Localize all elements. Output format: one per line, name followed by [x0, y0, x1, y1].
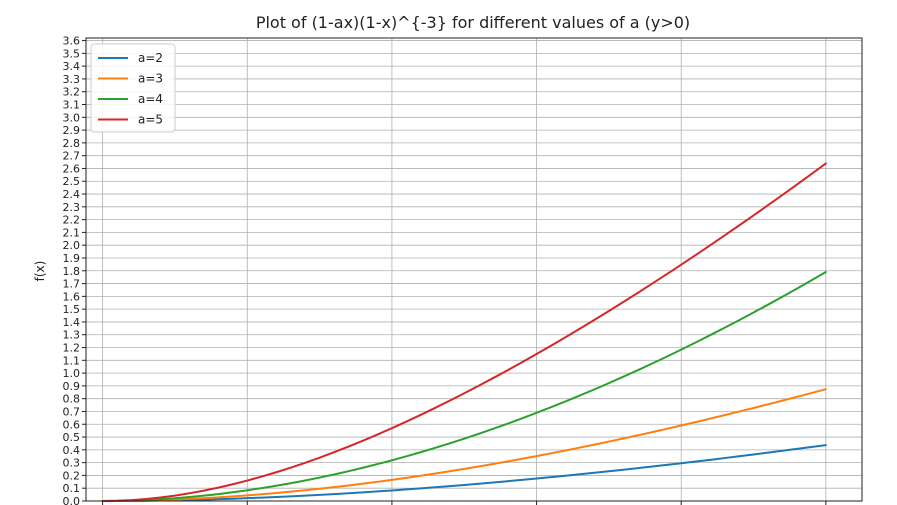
y-tick-label: 0.0 [63, 495, 81, 505]
legend: a=2 a=3 a=4 a=5 [90, 43, 176, 133]
legend-label: a=2 [138, 51, 163, 65]
y-tick-label: 2.9 [63, 124, 81, 137]
y-tick-label: 3.0 [63, 111, 81, 124]
y-tick-label: 1.1 [63, 354, 81, 367]
series-line-a-3 [101, 388, 827, 502]
y-tick-label: 0.6 [63, 418, 81, 431]
y-tick-label: 0.1 [63, 482, 81, 495]
grid-layer [86, 38, 862, 502]
y-tick-label: 0.9 [63, 380, 81, 393]
y-tick-label: 0.5 [63, 431, 81, 444]
y-tick-label: 0.2 [63, 469, 81, 482]
legend-label: a=3 [138, 72, 163, 86]
y-tick-label: 1.9 [63, 252, 81, 265]
series-line-a-5 [101, 162, 827, 502]
plot-area: 0.00.10.20.30.40.50.60.70.80.91.01.11.21… [63, 35, 863, 505]
legend-items: a=2 a=3 a=4 a=5 [98, 51, 163, 127]
y-tick-label: 3.4 [63, 60, 81, 73]
series-line-a-4 [101, 270, 827, 502]
y-tick-label: 1.7 [63, 278, 81, 291]
y-tick-label: 0.4 [63, 444, 81, 457]
y-tick-label: 3.6 [63, 35, 81, 48]
legend-label: a=5 [138, 113, 163, 127]
y-tick-label: 2.1 [63, 226, 81, 239]
y-tick-label: 1.8 [63, 265, 81, 278]
series-layer [101, 162, 827, 502]
y-ticks: 0.00.10.20.30.40.50.60.70.80.91.01.11.21… [63, 35, 86, 505]
y-tick-label: 3.2 [63, 86, 81, 99]
y-tick-label: 2.4 [63, 188, 81, 201]
legend-frame [90, 43, 176, 133]
y-tick-label: 2.0 [63, 239, 81, 252]
y-tick-label: 1.0 [63, 367, 81, 380]
y-tick-label: 0.7 [63, 405, 81, 418]
y-tick-label: 2.6 [63, 162, 81, 175]
y-tick-label: 3.1 [63, 99, 81, 112]
y-tick-label: 2.3 [63, 201, 81, 214]
series-line-a-2 [101, 444, 827, 502]
y-axis-label: f(x) [33, 261, 47, 282]
y-tick-label: 2.8 [63, 137, 81, 150]
y-tick-label: 2.2 [63, 214, 81, 227]
y-tick-label: 1.2 [63, 342, 81, 355]
y-tick-label: 3.3 [63, 73, 81, 86]
y-tick-label: 1.3 [63, 329, 81, 342]
y-tick-label: 2.5 [63, 175, 81, 188]
y-tick-label: 0.3 [63, 457, 81, 470]
x-ticks [102, 501, 827, 505]
chart-title: Plot of (1-ax)(1-x)^{-3} for different v… [256, 13, 690, 32]
y-tick-label: 1.4 [63, 316, 81, 329]
y-tick-label: 1.6 [63, 290, 81, 303]
y-tick-label: 1.5 [63, 303, 81, 316]
plot-border [85, 37, 863, 502]
y-tick-label: 0.8 [63, 393, 81, 406]
y-tick-label: 3.5 [63, 47, 81, 60]
y-tick-label: 2.7 [63, 150, 81, 163]
plot-frame [86, 38, 862, 501]
legend-label: a=4 [138, 92, 163, 106]
